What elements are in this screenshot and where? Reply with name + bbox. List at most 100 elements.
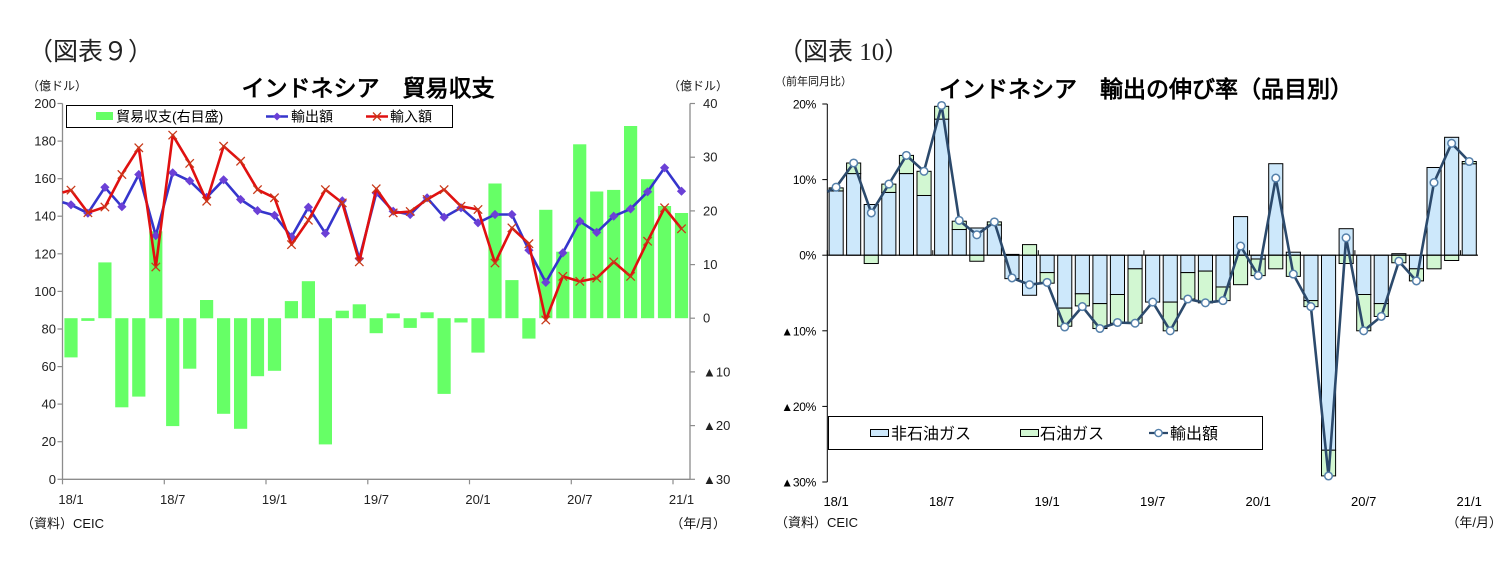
- exports-growth-point: [954, 215, 964, 225]
- exports-growth-point: [1447, 138, 1457, 148]
- trade-balance-bar: [64, 318, 78, 358]
- x-tick-label: 20/1: [1246, 494, 1271, 509]
- imports-point: [252, 184, 263, 195]
- x-tick-label: 18/1: [58, 492, 83, 507]
- source-note: （資料）CEIC: [21, 516, 104, 531]
- y-left-tick-label: 160: [34, 171, 56, 186]
- y-left-tick-label: 80: [42, 322, 56, 337]
- oil-gas-bar: [1444, 254, 1460, 261]
- trade-balance-bar: [505, 280, 519, 319]
- exports-growth-point: [1165, 326, 1175, 336]
- trade-balance-bar: [335, 310, 349, 319]
- y-right-tick-label: 20: [703, 203, 717, 218]
- exports-point: [609, 211, 619, 221]
- trade-balance-bar: [234, 318, 248, 429]
- oil-gas-bar: [1127, 268, 1143, 324]
- exports-growth-point: [1130, 318, 1140, 328]
- x-tick-label: 19/7: [364, 492, 389, 507]
- line-series: [826, 100, 1474, 481]
- trade-balance-bar: [657, 206, 672, 319]
- exports-point: [100, 182, 110, 192]
- exports-point: [151, 231, 161, 241]
- exports-point: [219, 175, 229, 185]
- trade-balance-bar: [641, 179, 655, 319]
- non-oil-gas-bar: [1303, 254, 1319, 302]
- trade-balance-bar: [369, 318, 383, 334]
- exports-point: [303, 202, 313, 212]
- legend-box: [66, 105, 453, 128]
- legend: 貿易収支(右目盛) 輸出額 輸入額: [66, 105, 453, 128]
- imports-point: [422, 194, 432, 205]
- y-left-unit-label: （億ドル）: [27, 79, 87, 93]
- non-oil-gas-bar: [1127, 254, 1143, 270]
- exports-point: [676, 186, 687, 196]
- y-left-tick-label: 200: [34, 96, 56, 111]
- exports-point: [168, 168, 178, 178]
- trade-balance-bar: [98, 262, 112, 319]
- imports-point: [625, 271, 636, 282]
- trade-balance-bar: [437, 318, 451, 394]
- exports-point: [439, 212, 449, 222]
- exports-growth-point: [1253, 271, 1263, 281]
- imports-point: [592, 273, 602, 283]
- exports-growth-point: [849, 158, 859, 168]
- line-series: [62, 130, 687, 325]
- exports-growth-point: [1306, 302, 1316, 312]
- y-tick-label: 10%: [793, 173, 817, 187]
- source-note: （資料）CEIC: [775, 515, 858, 530]
- x-tick-label: 19/1: [1034, 494, 1059, 509]
- non-oil-gas-bar: [1145, 254, 1161, 303]
- y-left-tick-label: 40: [42, 397, 56, 412]
- trade-balance-bar: [590, 191, 604, 319]
- exports-growth-point: [1394, 256, 1404, 266]
- imports-point: [456, 201, 466, 211]
- exports-growth-point: [1112, 317, 1123, 328]
- x-marker-icon: [372, 112, 382, 121]
- trade-balance-bar: [454, 318, 468, 323]
- exports-growth-point: [1271, 173, 1281, 183]
- exports-point: [490, 209, 500, 220]
- trade-balance-bar: [556, 251, 570, 319]
- imports-line: [62, 133, 683, 322]
- exports-point: [575, 216, 585, 226]
- x-tick-label: 18/7: [929, 494, 954, 509]
- figure-9-label: （図表９）: [28, 38, 153, 66]
- y-right-tick-label: 40: [703, 96, 717, 111]
- exports-point: [337, 196, 347, 206]
- legend-swatch-oil-gas-icon: [1020, 429, 1039, 437]
- non-oil-gas-bar: [1022, 254, 1038, 296]
- imports-point: [439, 184, 449, 195]
- exports-point: [541, 277, 551, 287]
- exports-growth-point: [989, 217, 999, 227]
- imports-point: [575, 276, 585, 287]
- oil-gas-bar: [969, 254, 985, 262]
- trade-balance-bar: [471, 318, 485, 353]
- exports-growth-line: [826, 104, 1471, 478]
- legend-label-non-oil-gas: 非石油ガス: [891, 425, 971, 443]
- imports-point: [473, 204, 483, 215]
- exports-point: [626, 204, 636, 214]
- non-oil-gas-bar: [951, 229, 967, 256]
- oil-gas-bar: [1426, 254, 1442, 270]
- non-oil-gas-bar: [1074, 254, 1090, 295]
- non-oil-gas-bar: [916, 195, 932, 256]
- exports-growth-point: [1218, 296, 1228, 306]
- exports-point: [422, 193, 432, 203]
- legend-label-exports: 輸出額: [1170, 425, 1218, 443]
- y-right-tick-label: 30: [703, 150, 717, 165]
- y-left-tick-label: 60: [42, 359, 56, 374]
- trade-balance-bar: [522, 318, 536, 339]
- exports-point: [252, 206, 263, 216]
- y-unit-label: （前年同月比）: [775, 74, 852, 88]
- exports-growth-point: [1464, 156, 1474, 167]
- imports-point: [609, 257, 619, 267]
- trade-balance-bar: [539, 209, 553, 319]
- trade-balance-bar: [132, 318, 146, 397]
- trade-balance-bars: [64, 126, 689, 445]
- trade-balance-bar: [573, 144, 587, 319]
- imports-point: [117, 169, 127, 180]
- y-right-tick-label: ▲20: [703, 418, 730, 433]
- y-tick-label: ▲20%: [781, 400, 816, 414]
- imports-point: [202, 196, 212, 206]
